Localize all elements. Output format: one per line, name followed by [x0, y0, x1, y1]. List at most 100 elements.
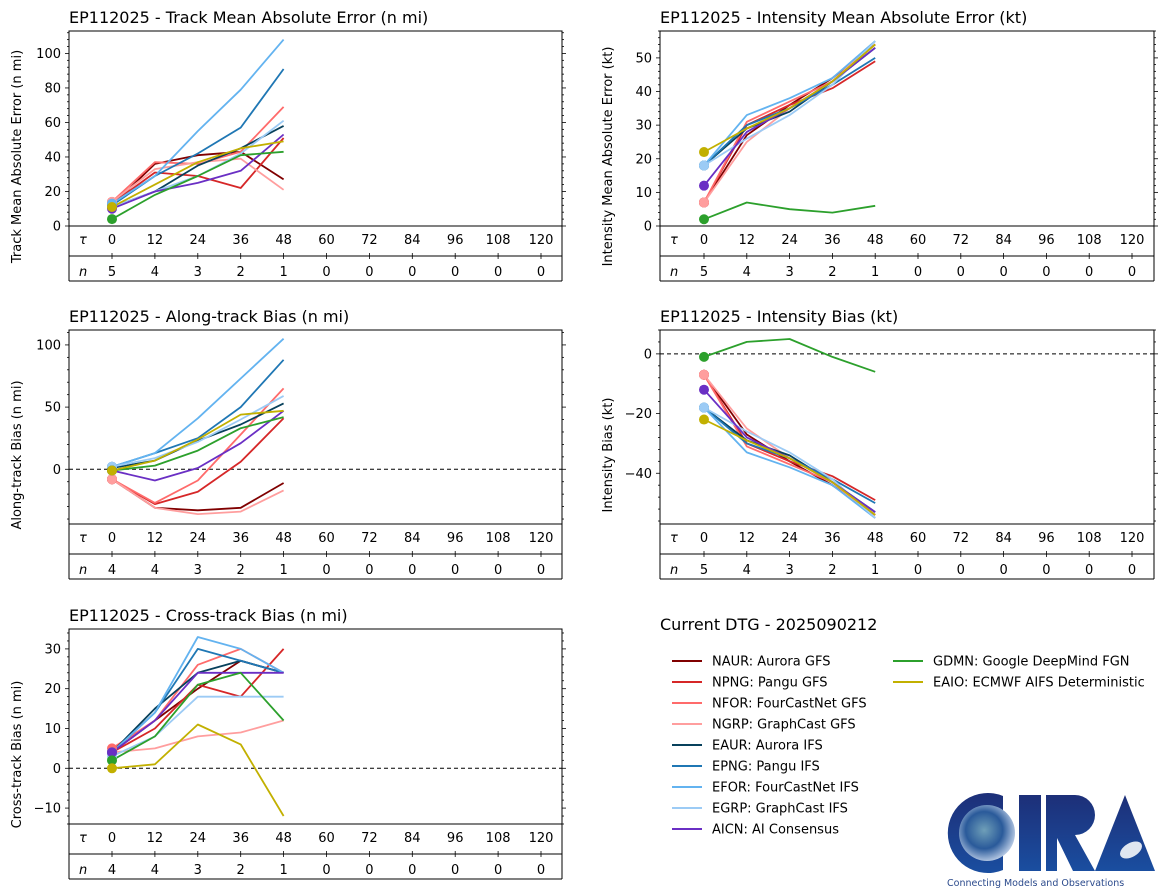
x-tick-label: 96 [1038, 531, 1055, 546]
legend-item-npng: NPNG: Pangu GFS [672, 676, 828, 691]
n-count-label: 0 [365, 265, 373, 280]
legend-label: NAUR: Aurora GFS [712, 655, 830, 670]
n-count-label: 1 [279, 265, 287, 280]
series-line-gdmn [111, 150, 284, 220]
x-tick-label: 84 [995, 531, 1012, 546]
y-tick-label: 80 [44, 81, 61, 96]
x-tick-label: 0 [700, 531, 708, 546]
x-tick-label: 72 [953, 233, 970, 248]
x-tick-label: 48 [867, 233, 884, 248]
y-tick-label: 100 [36, 47, 61, 62]
plot-frame [68, 329, 563, 525]
series-line-nfor [111, 106, 285, 203]
n-count-label: 0 [1128, 563, 1136, 578]
x-tick-label: 36 [232, 233, 249, 248]
n-count-label: 0 [322, 265, 330, 280]
series-line-ngrp [111, 719, 284, 754]
legend: Current DTG - 2025090212 NAUR: Aurora GF… [660, 615, 1145, 838]
series-line-eaio [111, 409, 284, 472]
y-tick-label: −10 [34, 802, 61, 817]
y-tick-label: 20 [44, 185, 61, 200]
x-tick-label: 24 [190, 531, 207, 546]
n-count-label: 0 [451, 265, 459, 280]
legend-label: NGRP: GraphCast GFS [712, 718, 856, 733]
plot-frame [68, 30, 563, 227]
n-count-label: 0 [1085, 563, 1093, 578]
chart-title: EP112025 - Cross-track Bias (n mi) [69, 606, 348, 625]
chart-intensity-bias: EP112025 - Intensity Bias (kt) −40 −20 0 Int… [601, 307, 1158, 580]
series-line-gdmn [703, 338, 876, 373]
n-count-label: 0 [365, 863, 373, 878]
chart-intensity-mae: EP112025 - Intensity Mean Absolute Error… [601, 8, 1158, 282]
n-count-label: 0 [999, 563, 1007, 578]
series-marker-egrp [699, 402, 709, 413]
series-line-efor [111, 338, 285, 468]
x-tick-label: 108 [486, 831, 511, 846]
series-marker-ngrp [107, 474, 117, 485]
y-tick-label: 60 [44, 116, 61, 131]
y-tick-label: 50 [44, 401, 61, 416]
series-line-efor [703, 406, 876, 519]
x-tick-label: 36 [824, 233, 841, 248]
y-tick-label: 20 [44, 682, 61, 697]
x-tick-label: 12 [147, 233, 164, 248]
n-count-label: 1 [279, 563, 287, 578]
n-label: n [79, 265, 87, 280]
series-line-efor [703, 40, 876, 167]
tau-label: τ [79, 831, 87, 846]
n-count-label: 0 [537, 563, 545, 578]
x-tick-label: 60 [318, 531, 335, 546]
legend-item-eaur: EAUR: Aurora IFS [672, 739, 823, 754]
series-line-aicn [111, 671, 284, 754]
series-marker-eaio [107, 763, 117, 774]
legend-item-efor: EFOR: FourCastNet IFS [672, 781, 859, 796]
y-tick-label: 10 [635, 186, 652, 201]
n-count-label: 4 [108, 863, 116, 878]
tau-label: τ [79, 233, 87, 248]
y-tick-label: 0 [53, 762, 61, 777]
n-count-label: 0 [1042, 265, 1050, 280]
series-line-aicn [111, 410, 285, 482]
n-count-label: 0 [999, 265, 1007, 280]
series-line-gdmn [111, 671, 285, 762]
legend-label: EAIO: ECMWF AIFS Deterministic [933, 676, 1145, 691]
series-marker-eaio [107, 202, 117, 213]
legend-label: NFOR: FourCastNet GFS [712, 697, 867, 712]
series-marker-gdmn [699, 214, 709, 225]
n-count-label: 2 [237, 265, 245, 280]
y-tick-label: 10 [44, 722, 61, 737]
x-tick-label: 84 [404, 233, 421, 248]
y-tick-label: 0 [644, 347, 652, 362]
x-tick-label: 120 [1120, 233, 1145, 248]
x-tick-label: 108 [1077, 233, 1102, 248]
n-count-label: 5 [700, 563, 708, 578]
x-tick-label: 60 [910, 531, 927, 546]
y-tick-label: 30 [635, 119, 652, 134]
n-count-label: 0 [957, 563, 965, 578]
n-count-label: 1 [871, 265, 879, 280]
n-label: n [79, 863, 87, 878]
n-count-label: 0 [537, 863, 545, 878]
n-count-label: 0 [365, 563, 373, 578]
x-tick-label: 0 [700, 233, 708, 248]
n-count-label: 5 [700, 265, 708, 280]
logo-tagline: Connecting Models and Observations [947, 878, 1124, 889]
n-count-label: 0 [1042, 563, 1050, 578]
n-count-label: 2 [237, 563, 245, 578]
n-count-label: 3 [194, 265, 202, 280]
series-line-nfor [111, 387, 285, 504]
x-tick-label: 60 [910, 233, 927, 248]
logo-letter-r [1046, 795, 1095, 871]
legend-item-eaio: EAIO: ECMWF AIFS Deterministic [893, 676, 1145, 691]
n-count-label: 0 [914, 265, 922, 280]
x-tick-label: 72 [953, 531, 970, 546]
n-count-label: 0 [408, 265, 416, 280]
legend-item-gdmn: GDMN: Google DeepMind FGN [893, 655, 1130, 670]
chart-title: EP112025 - Along-track Bias (n mi) [69, 307, 349, 326]
n-count-label: 4 [108, 563, 116, 578]
x-tick-label: 72 [361, 531, 378, 546]
n-count-label: 4 [151, 563, 159, 578]
x-tick-label: 120 [529, 233, 554, 248]
series-line-ngrp [111, 478, 284, 515]
